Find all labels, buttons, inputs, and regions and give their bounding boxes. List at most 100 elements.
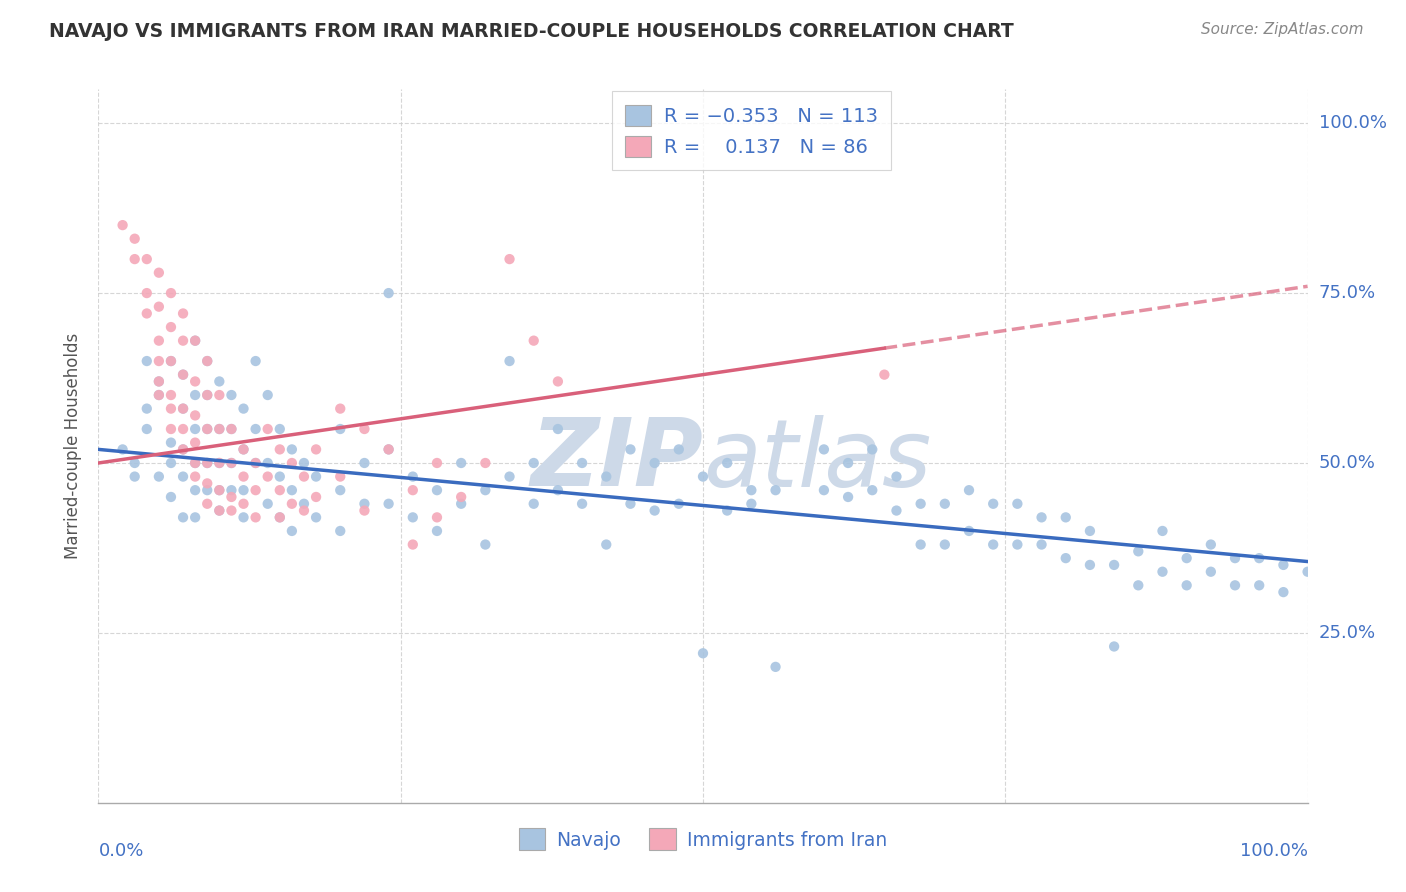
Point <box>135 401 157 416</box>
Point <box>873 368 896 382</box>
Point <box>1152 524 1174 538</box>
Point <box>813 442 835 457</box>
Point <box>329 469 352 483</box>
Point <box>172 368 194 382</box>
Point <box>184 375 207 389</box>
Point <box>172 401 194 416</box>
Point <box>377 497 399 511</box>
Point <box>232 442 254 457</box>
Text: 100.0%: 100.0% <box>1240 842 1308 860</box>
Point <box>135 354 157 368</box>
Point <box>957 524 980 538</box>
Point <box>195 456 218 470</box>
Point <box>644 456 666 470</box>
Point <box>523 497 546 511</box>
Point <box>692 646 714 660</box>
Point <box>292 456 315 470</box>
Point <box>184 510 207 524</box>
Point <box>184 435 207 450</box>
Point <box>195 497 218 511</box>
Point <box>1031 510 1053 524</box>
Point <box>221 503 243 517</box>
Point <box>221 456 243 470</box>
Point <box>498 469 520 483</box>
Point <box>148 469 170 483</box>
Point <box>160 401 183 416</box>
Point <box>184 422 207 436</box>
Point <box>934 537 956 551</box>
Point <box>221 483 243 498</box>
Point <box>910 497 932 511</box>
Point <box>1272 558 1295 572</box>
Point <box>474 537 496 551</box>
Point <box>256 497 278 511</box>
Point <box>124 232 146 246</box>
Point <box>184 469 207 483</box>
Point <box>1152 565 1174 579</box>
Point <box>232 497 254 511</box>
Point <box>860 483 883 498</box>
Point <box>837 490 859 504</box>
Text: 0.0%: 0.0% <box>98 842 143 860</box>
Point <box>523 456 546 470</box>
Point <box>1054 510 1077 524</box>
Point <box>269 510 291 524</box>
Point <box>232 401 254 416</box>
Point <box>426 524 449 538</box>
Point <box>269 422 291 436</box>
Point <box>595 537 617 551</box>
Point <box>281 456 304 470</box>
Point <box>292 469 315 483</box>
Point <box>232 469 254 483</box>
Point <box>172 469 194 483</box>
Point <box>1223 551 1246 566</box>
Point <box>377 442 399 457</box>
Point <box>195 422 218 436</box>
Point <box>195 354 218 368</box>
Point <box>450 456 472 470</box>
Point <box>195 422 218 436</box>
Text: ZIP: ZIP <box>530 414 703 507</box>
Point <box>232 510 254 524</box>
Point <box>135 306 157 320</box>
Point <box>124 469 146 483</box>
Point <box>245 483 267 498</box>
Point <box>245 422 267 436</box>
Point <box>353 503 375 517</box>
Point <box>269 483 291 498</box>
Point <box>148 354 170 368</box>
Point <box>195 388 218 402</box>
Point <box>111 442 134 457</box>
Point <box>208 375 231 389</box>
Point <box>232 483 254 498</box>
Point <box>208 456 231 470</box>
Point <box>221 490 243 504</box>
Point <box>245 354 267 368</box>
Legend: Navajo, Immigrants from Iran: Navajo, Immigrants from Iran <box>512 821 894 857</box>
Point <box>426 510 449 524</box>
Point <box>172 368 194 382</box>
Point <box>160 456 183 470</box>
Point <box>305 442 328 457</box>
Point <box>111 218 134 232</box>
Point <box>124 456 146 470</box>
Point <box>256 456 278 470</box>
Point <box>292 497 315 511</box>
Point <box>377 442 399 457</box>
Point <box>148 266 170 280</box>
Point <box>765 483 787 498</box>
Point <box>1175 578 1198 592</box>
Point <box>740 483 762 498</box>
Point <box>692 469 714 483</box>
Point <box>148 388 170 402</box>
Point <box>232 442 254 457</box>
Point <box>474 483 496 498</box>
Point <box>281 442 304 457</box>
Point <box>256 388 278 402</box>
Point <box>281 497 304 511</box>
Point <box>402 537 425 551</box>
Point <box>221 456 243 470</box>
Point <box>305 490 328 504</box>
Point <box>547 375 569 389</box>
Point <box>329 524 352 538</box>
